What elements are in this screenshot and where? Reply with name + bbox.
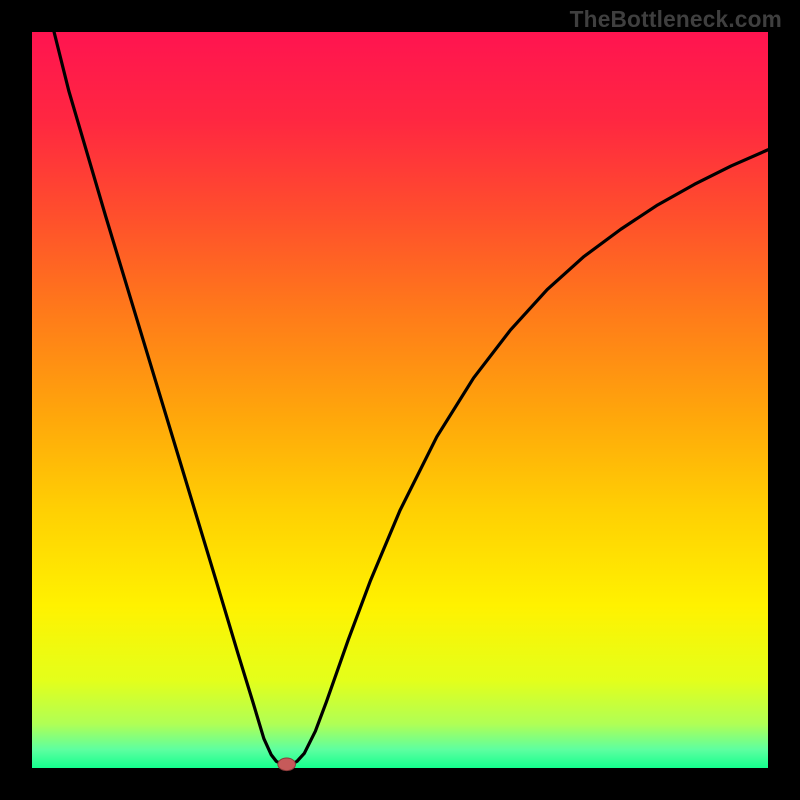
optimal-point-marker [278, 758, 296, 771]
bottleneck-chart: TheBottleneck.com [0, 0, 800, 800]
plot-gradient-area [32, 32, 768, 768]
chart-svg [0, 0, 800, 800]
watermark-text: TheBottleneck.com [570, 6, 782, 33]
